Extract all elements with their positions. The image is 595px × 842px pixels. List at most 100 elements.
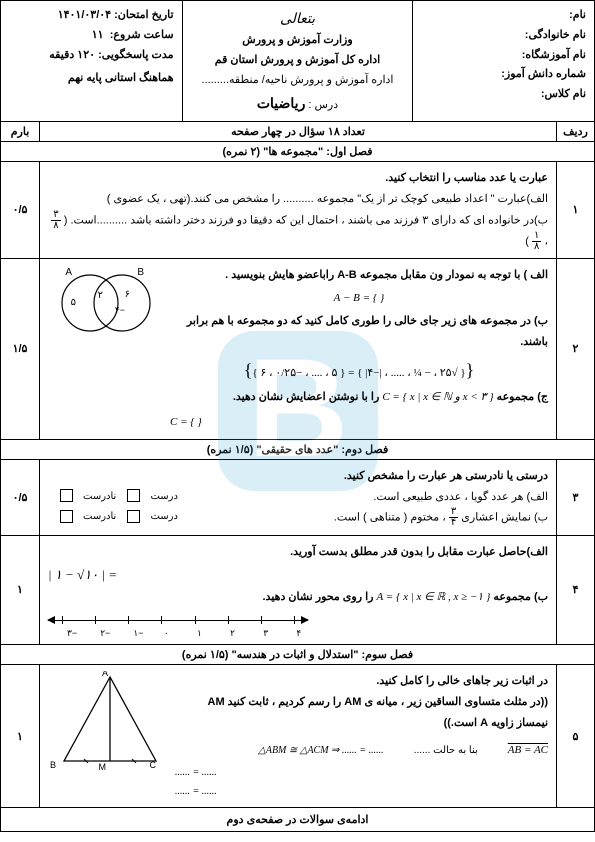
q3-b-pre: ب) نمایش اعشاری bbox=[461, 512, 548, 524]
ministry: وزارت آموزش و پرورش bbox=[191, 31, 405, 51]
q5-dots1: ...... = ...... bbox=[175, 763, 548, 782]
checkbox[interactable] bbox=[60, 489, 73, 502]
svg-text:−۴: −۴ bbox=[115, 305, 125, 315]
q5-dots2: ...... = ...... bbox=[175, 782, 548, 801]
question-5: ۵ در اثبات زیر جاهای خالی را کامل کنید. … bbox=[1, 665, 594, 808]
q1-mark: ۰/۵ bbox=[1, 162, 39, 258]
q3-num: ۳ bbox=[556, 460, 594, 535]
svg-text:B: B bbox=[50, 760, 56, 770]
duration-value: ۱۲۰ دقیقه bbox=[49, 49, 95, 61]
coordination: هماهنگ استانی پایه نهم bbox=[9, 69, 174, 89]
svg-text:۵: ۵ bbox=[71, 297, 76, 308]
section-2-header: فصل دوم: "عدد های حقیقی" (۱/۵ نمره) bbox=[1, 440, 594, 460]
q4-mark: ۱ bbox=[1, 536, 39, 644]
q2-set-row: {{ √۲۵ ، − ¼ ، ..... ، |−۴| } = { ۵ ، ..… bbox=[170, 353, 548, 387]
q5-eq1: AB = AC bbox=[508, 740, 548, 761]
question-4: ۴ الف)حاصل عبارت مقابل را بدون قدر مطلق … bbox=[1, 536, 594, 645]
exam-header: نام: نام خانوادگی: نام آموزشگاه: شماره د… bbox=[1, 1, 594, 122]
q2-body: الف ) با توجه به نمودار ون مقابل مجموعه … bbox=[39, 259, 556, 439]
svg-text:M: M bbox=[99, 762, 107, 771]
student-info: نام: نام خانوادگی: نام آموزشگاه: شماره د… bbox=[412, 1, 594, 121]
q1-body: عبارت یا عدد مناسب را انتخاب کنید. الف)ع… bbox=[39, 162, 556, 258]
q4-a: الف)حاصل عبارت مقابل را بدون قدر مطلق بد… bbox=[48, 542, 548, 563]
q2-num: ۲ bbox=[556, 259, 594, 439]
q5-tri: △ABM ≅ △ACM ⇒ ...... = ...... bbox=[258, 741, 384, 760]
svg-text:۶: ۶ bbox=[125, 289, 130, 300]
duration-label: مدت پاسخگویی: bbox=[98, 49, 173, 61]
column-titles: ردیف تعداد ۱۸ سؤال در چهار صفحه بارم bbox=[1, 122, 594, 142]
venn-diagram: A B ۵ ۲ −۴ ۶ bbox=[50, 265, 165, 335]
q4-b-pre: ب) مجموعه bbox=[493, 591, 548, 603]
q2-mark: ۱/۵ bbox=[1, 259, 39, 439]
q3-b-post: ، مختوم ( متناهی ) است. bbox=[334, 512, 446, 524]
q4-expr: | ۱ − √۱۰ | = bbox=[48, 563, 117, 588]
student-no-label: شماره دانش آموز: bbox=[501, 68, 586, 80]
section-1-header: فصل اول: "مجموعه ها" (۲ نمره) bbox=[1, 142, 594, 162]
q3-b-frac: ۳۴ bbox=[449, 507, 458, 528]
col-row: ردیف bbox=[556, 122, 594, 141]
q2-c-post: را با نوشتن اعضایش نشان دهید. bbox=[233, 391, 379, 403]
page-frame: نام: نام خانوادگی: نام آموزشگاه: شماره د… bbox=[0, 0, 595, 832]
col-count: تعداد ۱۸ سؤال در چهار صفحه bbox=[39, 122, 556, 141]
department: اداره کل آموزش و پرورش استان قم bbox=[191, 51, 405, 71]
q5-mark: ۱ bbox=[1, 665, 39, 807]
date-label: تاریخ امتحان: bbox=[114, 9, 173, 21]
svg-text:B: B bbox=[137, 267, 144, 278]
q5-given: ((در مثلث متساوی الساقین زیر ، میانه ی A… bbox=[175, 692, 548, 734]
exam-meta: تاریخ امتحان: ۱۴۰۱/۰۳/۰۴ ساعت شروع: ۱۱ م… bbox=[1, 1, 182, 121]
q3-mark: ۰/۵ bbox=[1, 460, 39, 535]
q2-a: الف ) با توجه به نمودار ون مقابل مجموعه … bbox=[170, 265, 548, 286]
q1-opt2: ۱۸ bbox=[532, 231, 541, 252]
true-label: درست bbox=[150, 511, 177, 522]
col-mark: بارم bbox=[1, 122, 39, 141]
q1-num: ۱ bbox=[556, 162, 594, 258]
q3-prompt: درستی یا نادرستی هر عبارت را مشخص کنید. bbox=[48, 466, 548, 487]
q2-b: ب) در مجموعه های زیر جای خالی را طوری کا… bbox=[170, 311, 548, 353]
comma: ، bbox=[541, 235, 548, 247]
q5-prompt: در اثبات زیر جاهای خالی را کامل کنید. bbox=[175, 671, 548, 692]
district: اداره آموزش و پرورش ناحیه/ منطقه........… bbox=[191, 71, 405, 91]
q4-body: الف)حاصل عبارت مقابل را بدون قدر مطلق بد… bbox=[39, 536, 556, 644]
q2-c-set: C = { x | x ∈ ℕ و x < ۳ } bbox=[382, 391, 493, 403]
q2-ab-expr: A − B = { } bbox=[170, 288, 548, 309]
class-label: نام کلاس: bbox=[541, 88, 586, 100]
q4-b: ب) مجموعه A = { x | x ∈ ℝ , x ≥ −۱ } را … bbox=[48, 587, 548, 608]
q3-b-row: ب) نمایش اعشاری ۳۴ ، مختوم ( متناهی ) اس… bbox=[48, 507, 548, 528]
triangle-diagram: A B C M bbox=[50, 671, 170, 771]
number-line: −۳−۲−۱۰۱۲۳۴ bbox=[48, 612, 308, 638]
q5-num: ۵ bbox=[556, 665, 594, 807]
checkbox[interactable] bbox=[127, 510, 140, 523]
q1-a: الف)عبارت " اعداد طبیعی کوچک تر از یک" م… bbox=[48, 189, 548, 210]
false-label: نادرست bbox=[83, 511, 116, 522]
lesson-name: ریاضیات bbox=[257, 95, 305, 111]
svg-text:۲: ۲ bbox=[98, 290, 103, 301]
question-1: ۱ عبارت یا عدد مناسب را انتخاب کنید. الف… bbox=[1, 162, 594, 259]
checkbox[interactable] bbox=[60, 510, 73, 523]
q5-case: بنا به حالت ...... bbox=[414, 741, 478, 760]
true-label: درست bbox=[150, 491, 177, 502]
question-2: ۲ الف ) با توجه به نمودار ون مقابل مجموع… bbox=[1, 259, 594, 440]
svg-text:C: C bbox=[150, 760, 157, 770]
checkbox[interactable] bbox=[127, 489, 140, 502]
q2-c: ج) مجموعه C = { x | x ∈ ℕ و x < ۳ } را ب… bbox=[170, 387, 548, 408]
start-value: ۱۱ bbox=[92, 29, 104, 41]
paren: ) bbox=[525, 235, 529, 247]
section-3-header: فصل سوم: "استدلال و اثبات در هندسه" (۱/۵… bbox=[1, 645, 594, 665]
q2-c-pre: ج) مجموعه bbox=[497, 391, 548, 403]
q5-body: در اثبات زیر جاهای خالی را کامل کنید. ((… bbox=[39, 665, 556, 807]
school-label: نام آموزشگاه: bbox=[522, 49, 586, 61]
q1-opt1: ۳۸ bbox=[51, 210, 60, 231]
start-label: ساعت شروع: bbox=[110, 29, 174, 41]
q3-a: الف) هر عدد گویا ، عددی طبیعی است. bbox=[373, 491, 548, 503]
paren: ( bbox=[64, 214, 68, 226]
date-value: ۱۴۰۱/۰۳/۰۴ bbox=[58, 9, 111, 21]
question-3: ۳ درستی یا نادرستی هر عبارت را مشخص کنید… bbox=[1, 460, 594, 536]
svg-text:A: A bbox=[102, 671, 108, 678]
q1-prompt: عبارت یا عدد مناسب را انتخاب کنید. bbox=[48, 168, 548, 189]
org-info: بتعالی وزارت آموزش و پرورش اداره کل آموز… bbox=[182, 1, 413, 121]
false-label: نادرست bbox=[83, 491, 116, 502]
name-label: نام: bbox=[569, 9, 586, 21]
q1-b: ب)در خانواده ای که دارای ۳ فرزند می باشن… bbox=[48, 210, 548, 253]
q4-b-post: را روی محور نشان دهید. bbox=[263, 591, 374, 603]
q4-num: ۴ bbox=[556, 536, 594, 644]
